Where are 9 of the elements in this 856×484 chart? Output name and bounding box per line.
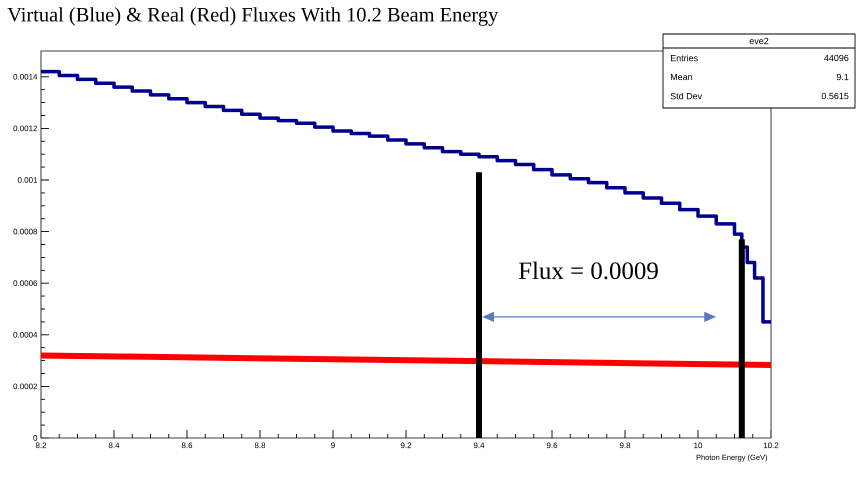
- chart-title: Virtual (Blue) & Real (Red) Fluxes With 10.2 Beam Energy: [7, 7, 498, 26]
- text: 9.1: [836, 74, 848, 80]
- text: 44096: [824, 54, 848, 62]
- text: 0.5615: [822, 92, 848, 100]
- annotation: Std Dev: [670, 92, 702, 100]
- annotation: Mean: [670, 74, 692, 80]
- text: eve2: [750, 38, 768, 44]
- annotation: Flux = 0.0009: [518, 262, 658, 280]
- annotation: Entries: [670, 54, 698, 62]
